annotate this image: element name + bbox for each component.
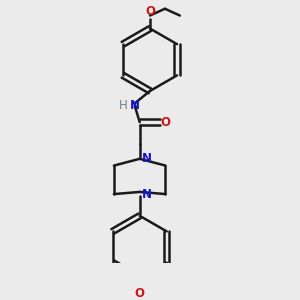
- Text: N: N: [142, 188, 152, 201]
- Text: H: H: [118, 99, 127, 112]
- Text: N: N: [142, 152, 152, 165]
- Text: O: O: [135, 287, 145, 300]
- Text: O: O: [145, 5, 155, 18]
- Text: N: N: [130, 99, 140, 112]
- Text: O: O: [160, 116, 170, 129]
